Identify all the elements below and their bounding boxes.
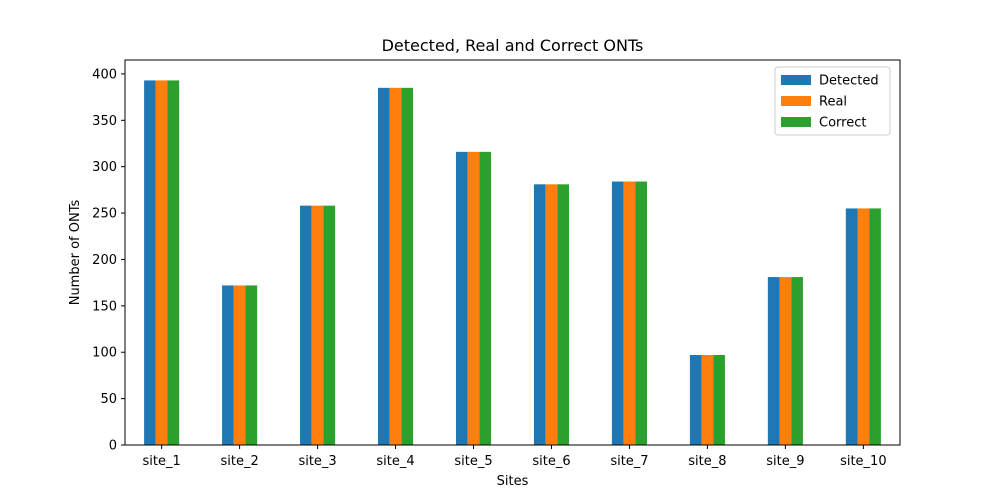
bar-detected-site_8 — [689, 355, 702, 445]
y-tick-label: 350 — [92, 114, 117, 129]
bar-correct-site_1 — [167, 80, 180, 445]
y-tick-label: 250 — [92, 207, 117, 222]
bar-correct-site_7 — [635, 181, 647, 445]
bar-detected-site_7 — [611, 181, 624, 445]
x-axis-label: Sites — [497, 474, 529, 489]
bar-real-site_3 — [311, 205, 324, 445]
x-tick-label: site_1 — [143, 454, 181, 469]
y-axis: 0 50 100 150 200 250 300 350 400 — [92, 67, 125, 454]
bar-detected-site_9 — [767, 277, 780, 445]
bar-correct-site_2 — [245, 285, 258, 445]
x-tick-label: site_5 — [454, 454, 492, 469]
y-tick-label: 400 — [92, 67, 117, 82]
y-tick-label: 200 — [92, 253, 117, 268]
x-tick-label: site_3 — [298, 454, 336, 469]
bar-correct-site_4 — [401, 87, 414, 445]
legend: Detected Real Correct — [774, 66, 891, 136]
x-tick-label: site_4 — [376, 454, 414, 469]
bar-correct-site_5 — [479, 151, 492, 445]
bar-detected-site_3 — [300, 205, 312, 445]
bar-detected-site_10 — [845, 208, 858, 445]
x-tick-label: site_7 — [610, 454, 648, 469]
legend-swatch-real — [781, 96, 811, 106]
bar-correct-site_10 — [869, 208, 881, 445]
bar-detected-site_4 — [378, 87, 390, 445]
bar-real-site_4 — [389, 87, 402, 445]
bar-correct-site_8 — [713, 355, 725, 445]
bar-real-site_5 — [467, 151, 480, 445]
bar-correct-site_3 — [323, 205, 336, 445]
y-tick-label: 50 — [100, 392, 117, 407]
bar-real-site_9 — [779, 277, 792, 445]
bar-real-site_7 — [623, 181, 636, 445]
bar-detected-site_2 — [222, 285, 234, 445]
x-tick-label: site_9 — [766, 454, 804, 469]
x-tick-label: site_6 — [532, 454, 570, 469]
legend-label-real: Real — [819, 95, 847, 110]
bar-real-site_2 — [233, 285, 246, 445]
bar-real-site_1 — [155, 80, 168, 445]
chart-title: Detected, Real and Correct ONTs — [382, 36, 644, 55]
y-tick-label: 0 — [109, 439, 117, 454]
plot-frame — [124, 59, 901, 446]
legend-label-detected: Detected — [819, 74, 879, 89]
bars-group — [144, 80, 881, 446]
bar-real-site_8 — [701, 355, 714, 445]
y-tick-label: 100 — [92, 346, 117, 361]
x-axis: site_1 site_2 site_3 site_4 site_5 site_6 site… — [143, 445, 887, 469]
x-tick-label: site_2 — [220, 454, 258, 469]
legend-swatch-correct — [781, 117, 811, 127]
y-axis-label: Number of ONTs — [68, 200, 83, 306]
bar-detected-site_1 — [144, 80, 156, 445]
x-tick-label: site_10 — [840, 454, 887, 469]
bar-correct-site_9 — [791, 277, 803, 445]
bar-real-site_6 — [545, 184, 558, 446]
x-tick-label: site_8 — [688, 454, 726, 469]
bar-detected-site_5 — [455, 151, 468, 445]
bar-correct-site_6 — [557, 184, 570, 446]
bar-real-site_10 — [857, 208, 870, 445]
bar-detected-site_6 — [533, 184, 546, 446]
y-tick-label: 150 — [92, 299, 117, 314]
legend-swatch-detected — [781, 75, 811, 85]
legend-label-correct: Correct — [819, 116, 866, 131]
y-tick-label: 300 — [92, 160, 117, 175]
